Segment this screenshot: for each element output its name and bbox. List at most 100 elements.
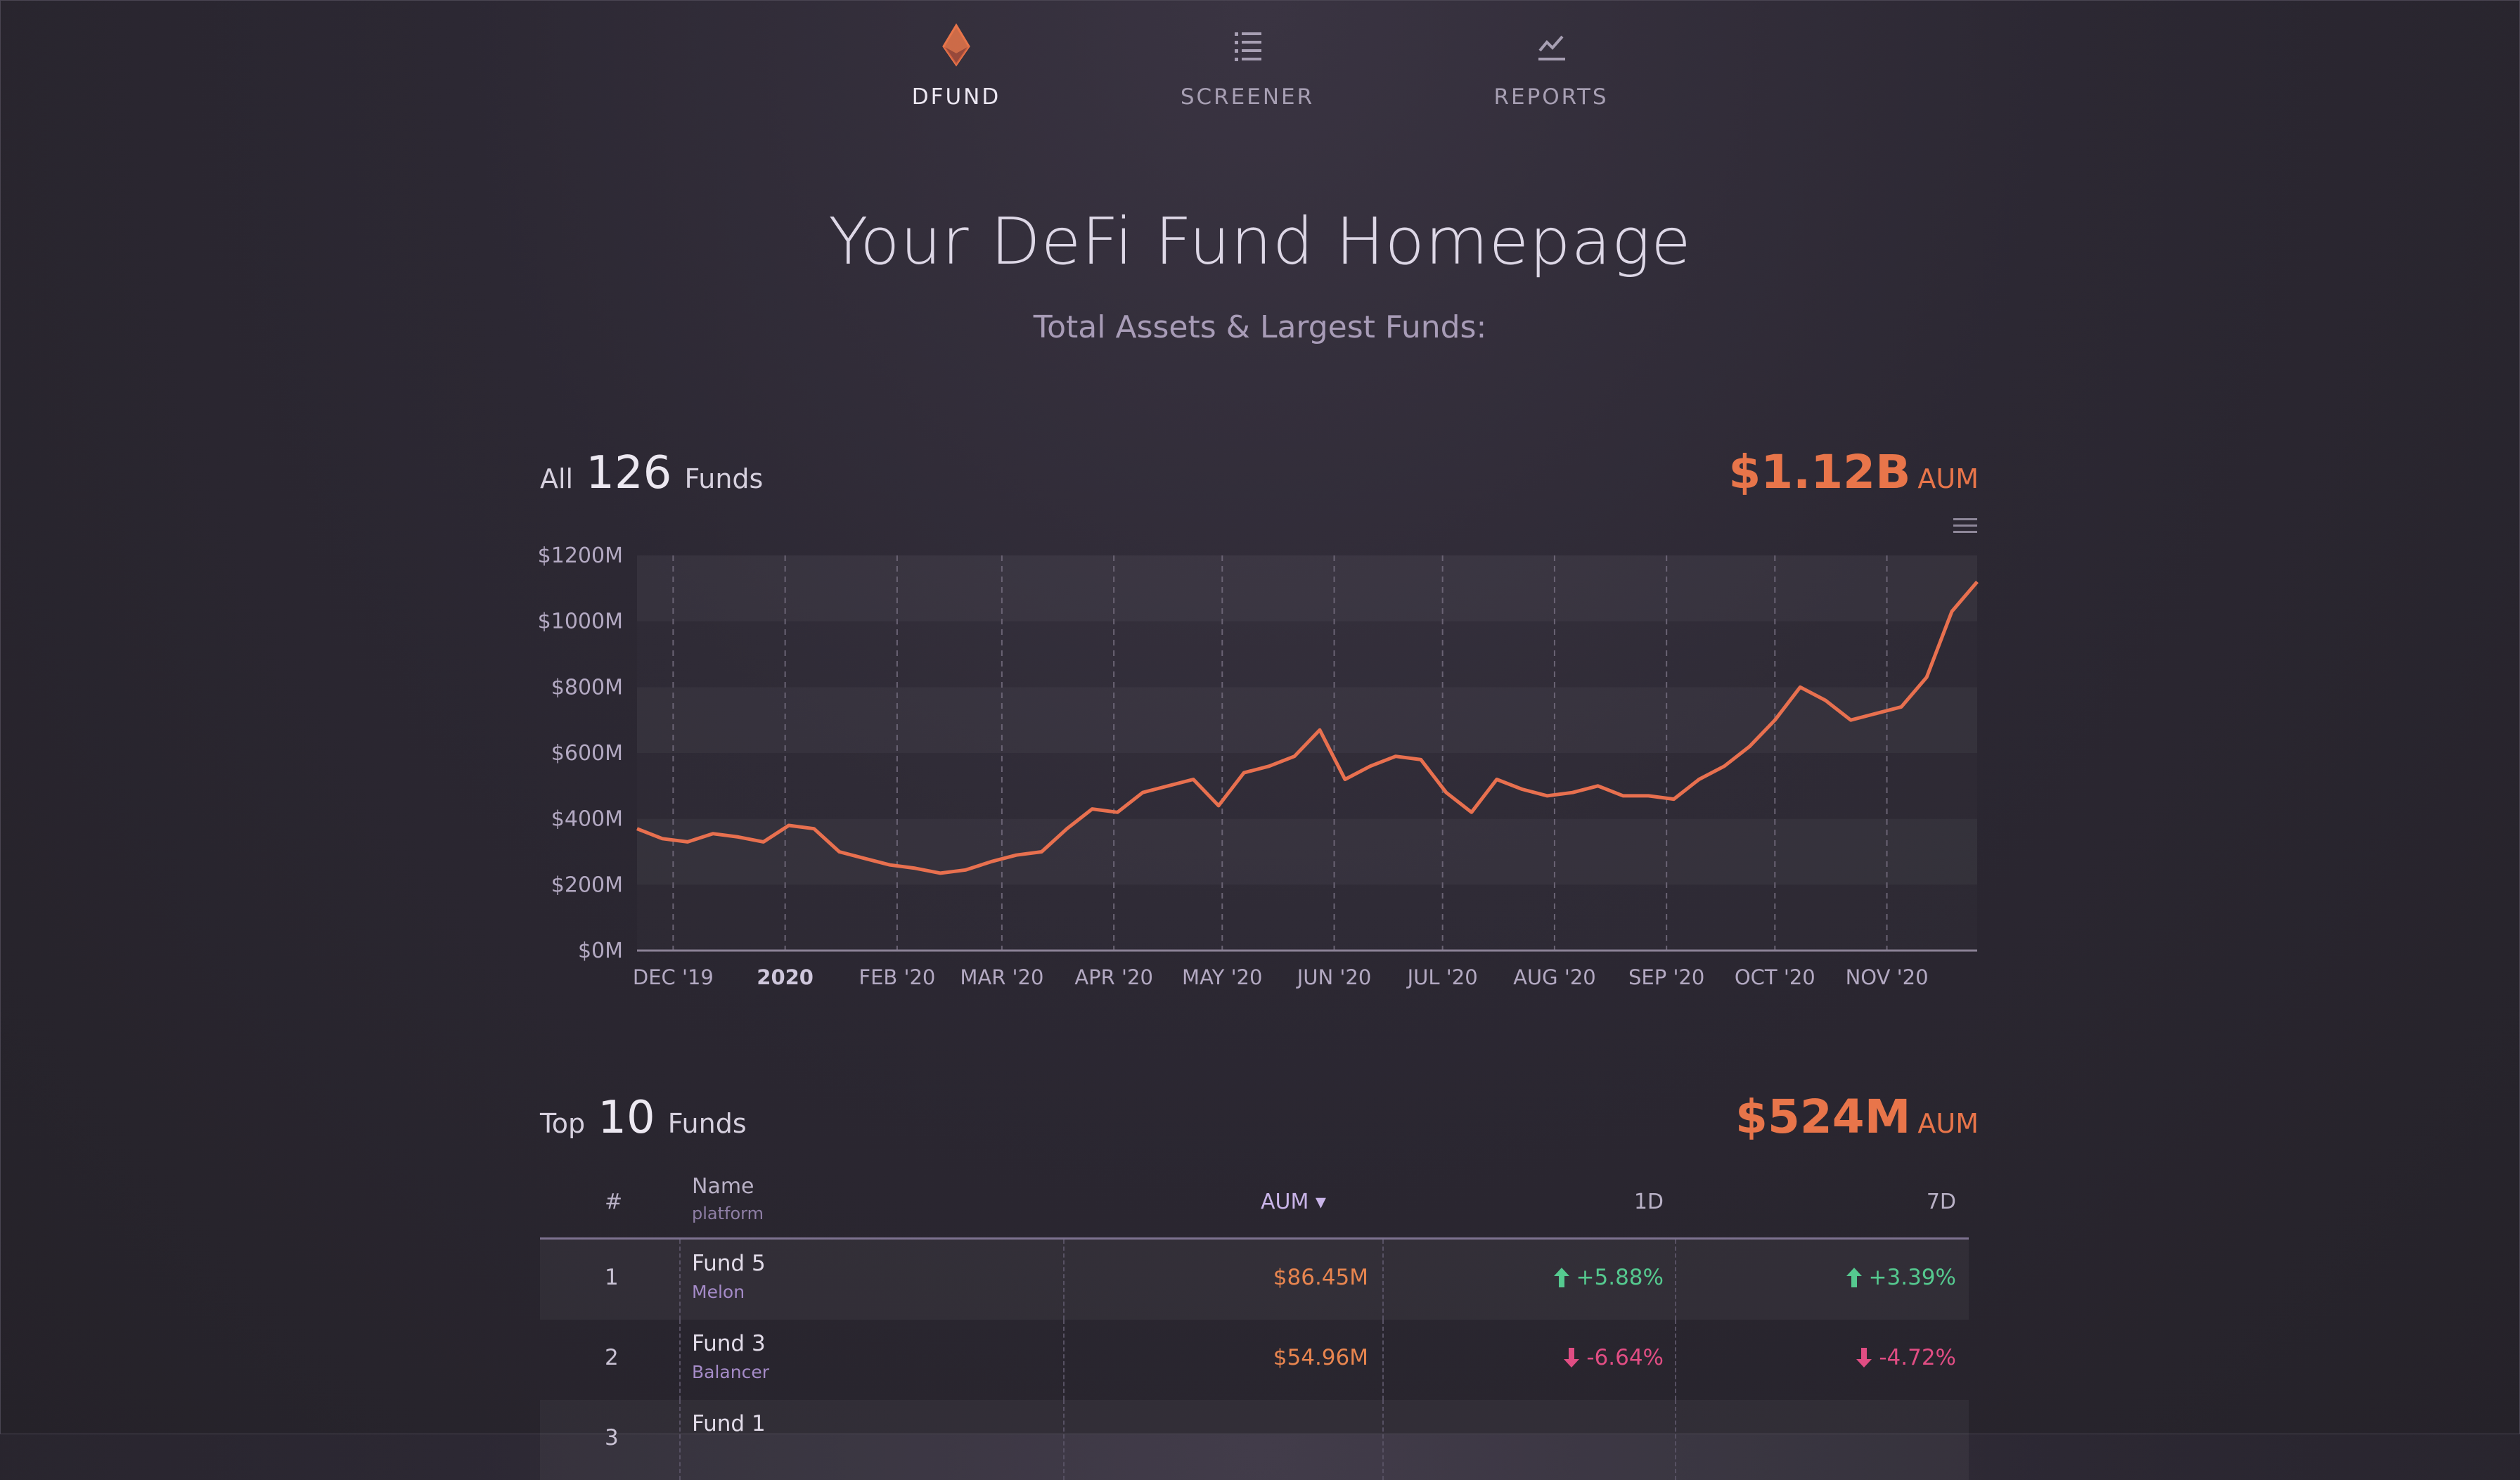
x-tick-label: AUG '20 [1513,965,1596,989]
x-tick-label: JUL '20 [1406,965,1478,989]
top-funds-aum-label: AUM [1917,1108,1979,1139]
x-tick-label: SEP '20 [1628,965,1704,989]
column-divider [1063,1400,1065,1480]
col-header-1d[interactable]: 1D [1633,1190,1664,1214]
nav-item-dfund[interactable]: DFUND [865,21,1048,110]
row-change-1d-value: +5.88% [1576,1265,1664,1290]
top-nav: DFUND SCREENER REPORTS [0,21,2520,120]
column-divider [679,1240,681,1320]
top-funds-suffix: Funds [667,1108,747,1139]
chart-menu-icon[interactable] [1953,517,1977,535]
all-funds-aum-label: AUM [1917,463,1979,494]
aum-line-chart: $0M $200M $400M $600M $800M $1000M $1200M DEC … [538,543,1979,989]
y-tick-label: $400M [551,807,623,832]
row-aum: $86.45M [1273,1265,1368,1290]
arrow-down-icon [1564,1348,1580,1368]
col-header-rank[interactable]: # [605,1190,623,1214]
all-funds-number: 126 [586,447,672,499]
row-change-1d: -6.64% [1564,1345,1664,1370]
column-divider [1063,1320,1065,1400]
column-divider [1382,1240,1384,1320]
ethereum-diamond-icon [942,23,970,67]
row-rank: 1 [605,1265,619,1290]
row-change-7d: -4.72% [1856,1345,1956,1370]
column-divider [1063,1240,1065,1320]
col-header-platform: platform [692,1204,764,1223]
page-subtitle: Total Assets & Largest Funds: [1033,309,1487,345]
y-tick-label: $1000M [538,610,623,634]
arrow-up-icon [1553,1268,1569,1287]
row-fund-name[interactable]: Fund 5 [692,1251,766,1276]
x-tick-label: FEB '20 [859,965,935,989]
row-platform: Balancer [692,1362,769,1382]
table-row[interactable]: 3 Fund 1 [540,1400,1969,1480]
nav-item-reports[interactable]: REPORTS [1460,21,1642,110]
column-divider [1382,1400,1384,1480]
row-rank: 2 [605,1345,619,1370]
all-funds-prefix: All [540,463,574,494]
top-funds-count: Top 10 Funds [540,1092,747,1144]
grid-band [637,884,1977,951]
row-change-7d-value: +3.39% [1868,1265,1956,1290]
col-header-name[interactable]: Name [692,1174,754,1199]
nav-label-dfund: DFUND [911,84,1001,110]
row-change-1d: +5.88% [1553,1265,1664,1290]
arrow-up-icon [1846,1268,1862,1287]
x-tick-label: DEC '19 [633,965,714,989]
column-divider [1675,1240,1676,1320]
row-fund-name[interactable]: Fund 3 [692,1331,766,1356]
y-tick-label: $600M [551,741,623,766]
list-icon [1235,32,1261,61]
row-change-7d-value: -4.72% [1879,1345,1956,1370]
column-divider [679,1320,681,1400]
row-aum: $54.96M [1273,1345,1368,1370]
grid-band [637,753,1977,819]
row-change-7d: +3.39% [1846,1265,1956,1290]
grid-band [637,818,1977,885]
grid-band [637,622,1977,688]
all-funds-count: All 126 Funds [540,447,763,499]
aum-series-line [636,580,1979,875]
row-change-1d-value: -6.64% [1586,1345,1664,1370]
table-body: 1 Fund 5 Melon $86.45M +5.88% +3.39% 2 Fund 3 Ba… [540,1240,1969,1480]
column-divider [1675,1320,1676,1400]
top-funds-aum: $524M AUM [1735,1090,1979,1144]
nav-item-screener[interactable]: SCREENER [1156,21,1339,110]
top-funds-aum-value: $524M [1735,1090,1911,1144]
all-funds-header: All 126 Funds $1.12B AUM [540,436,1979,499]
y-tick-label: $1200M [538,543,623,568]
page-title: Your DeFi Fund Homepage [828,204,1692,279]
top-funds-prefix: Top [540,1108,586,1139]
y-tick-label: $800M [551,675,623,700]
table-row[interactable]: 1 Fund 5 Melon $86.45M +5.88% +3.39% [540,1240,1969,1320]
y-tick-label: $0M [578,939,623,963]
x-tick-label: JUN '20 [1296,965,1372,989]
col-header-aum[interactable]: AUM ▾ [1261,1190,1326,1214]
top-funds-number: 10 [598,1092,655,1144]
all-funds-aum: $1.12B AUM [1728,445,1979,499]
column-divider [1382,1320,1384,1400]
grid-band [637,555,1977,622]
y-tick-label: $200M [551,873,623,897]
top-funds-header: Top 10 Funds $524M AUM [540,1081,1979,1144]
all-funds-suffix: Funds [684,463,764,494]
x-tick-label: OCT '20 [1735,965,1815,989]
x-tick-label: APR '20 [1074,965,1153,989]
column-divider [679,1400,681,1480]
nav-label-screener: SCREENER [1180,84,1315,110]
all-funds-aum-value: $1.12B [1728,445,1911,499]
row-rank: 3 [605,1425,619,1450]
top-funds-table: # Name platform AUM ▾ 1D 7D 1 Fund 5 Melon… [540,1167,1969,1480]
line-chart-icon [1538,35,1565,60]
row-fund-name[interactable]: Fund 1 [692,1411,766,1436]
table-row[interactable]: 2 Fund 3 Balancer $54.96M -6.64% -4.72% [540,1320,1969,1400]
table-header: # Name platform AUM ▾ 1D 7D [540,1167,1969,1240]
x-tick-label: MAR '20 [960,965,1043,989]
x-tick-label: MAY '20 [1182,965,1262,989]
arrow-down-icon [1856,1348,1872,1368]
column-divider [1675,1400,1676,1480]
col-header-7d[interactable]: 7D [1926,1190,1956,1214]
x-tick-label: 2020 [757,965,814,989]
nav-label-reports: REPORTS [1493,84,1609,110]
row-platform: Melon [692,1282,745,1302]
